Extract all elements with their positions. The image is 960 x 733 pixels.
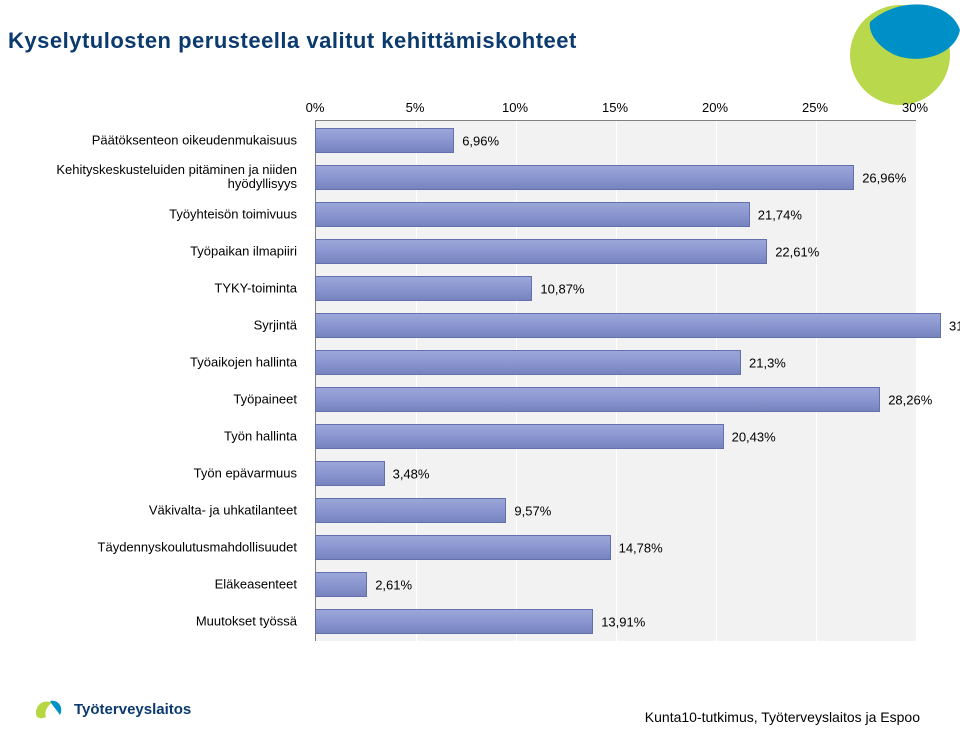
chart-row: Eläkeasenteet 2,61%: [45, 566, 925, 603]
bar: [315, 609, 593, 634]
bar-value: 6,96%: [462, 133, 499, 148]
logo-icon: [30, 691, 66, 727]
bar: [315, 350, 741, 375]
chart-row: Syrjintä31,3%: [45, 307, 925, 344]
bar-value: 31,3%: [949, 318, 960, 333]
chart-row: Työaikojen hallinta 21,3%: [45, 344, 925, 381]
x-tick: 10%: [490, 100, 540, 115]
row-label: Syrjintä: [45, 318, 305, 333]
row-label: Työn hallinta: [45, 429, 305, 444]
bar: [315, 572, 367, 597]
row-label: TYKY-toiminta: [45, 281, 305, 296]
bar: [315, 387, 880, 412]
row-label: Työpaineet: [45, 392, 305, 407]
row-label: Muutokset työssä: [45, 614, 305, 629]
bar: [315, 128, 454, 153]
bar-value: 20,43%: [732, 429, 776, 444]
row-label: Työyhteisön toimivuus: [45, 207, 305, 222]
chart-row: Muutokset työssä 13,91%: [45, 603, 925, 640]
bar: [315, 202, 750, 227]
footer-text: Kunta10-tutkimus, Työterveyslaitos ja Es…: [645, 709, 920, 725]
bar: [315, 276, 532, 301]
bar-value: 14,78%: [619, 540, 663, 555]
row-label: Täydennyskoulutusmahdollisuudet: [45, 540, 305, 555]
x-tick: 20%: [690, 100, 740, 115]
row-label: Kehityskeskusteluiden pitäminen ja niide…: [45, 163, 305, 193]
chart-row: Täydennyskoulutusmahdollisuudet 14,78%: [45, 529, 925, 566]
bar-value: 3,48%: [393, 466, 430, 481]
chart-row: Työn hallinta 20,43%: [45, 418, 925, 455]
row-label: Työn epävarmuus: [45, 466, 305, 481]
row-label: Työpaikan ilmapiiri: [45, 244, 305, 259]
bar-value: 21,74%: [758, 207, 802, 222]
chart-row: Työn epävarmuus 3,48%: [45, 455, 925, 492]
bar-value: 28,26%: [888, 392, 932, 407]
chart-row: TYKY-toiminta 10,87%: [45, 270, 925, 307]
chart-row: Kehityskeskusteluiden pitäminen ja niide…: [45, 159, 925, 196]
x-tick: 0%: [290, 100, 340, 115]
bar: [315, 498, 506, 523]
bar-chart: 0%5%10%15%20%25%30% Päätöksenteon oikeud…: [45, 90, 925, 650]
bar: [315, 239, 767, 264]
bar-value: 22,61%: [775, 244, 819, 259]
row-label: Eläkeasenteet: [45, 577, 305, 592]
x-tick: 15%: [590, 100, 640, 115]
logo-text: Työterveyslaitos: [74, 701, 191, 718]
bar-value: 10,87%: [540, 281, 584, 296]
chart-row: Päätöksenteon oikeudenmukaisuus 6,96%: [45, 122, 925, 159]
bar: [315, 535, 611, 560]
row-label: Työaikojen hallinta: [45, 355, 305, 370]
x-tick: 30%: [890, 100, 940, 115]
chart-row: Väkivalta- ja uhkatilanteet 9,57%: [45, 492, 925, 529]
bar-value: 9,57%: [514, 503, 551, 518]
bar: [315, 313, 941, 338]
bar: [315, 165, 854, 190]
tyoterveyslaitos-logo: Työterveyslaitos: [30, 691, 191, 727]
bar-value: 26,96%: [862, 170, 906, 185]
row-label: Väkivalta- ja uhkatilanteet: [45, 503, 305, 518]
bar-value: 21,3%: [749, 355, 786, 370]
page-title: Kyselytulosten perusteella valitut kehit…: [8, 28, 577, 54]
x-tick: 25%: [790, 100, 840, 115]
x-tick: 5%: [390, 100, 440, 115]
bar: [315, 461, 385, 486]
chart-row: Työyhteisön toimivuus 21,74%: [45, 196, 925, 233]
row-label: Päätöksenteon oikeudenmukaisuus: [45, 133, 305, 148]
bar: [315, 424, 724, 449]
bar-value: 2,61%: [375, 577, 412, 592]
chart-row: Työpaineet28,26%: [45, 381, 925, 418]
bar-value: 13,91%: [601, 614, 645, 629]
chart-row: Työpaikan ilmapiiri 22,61%: [45, 233, 925, 270]
